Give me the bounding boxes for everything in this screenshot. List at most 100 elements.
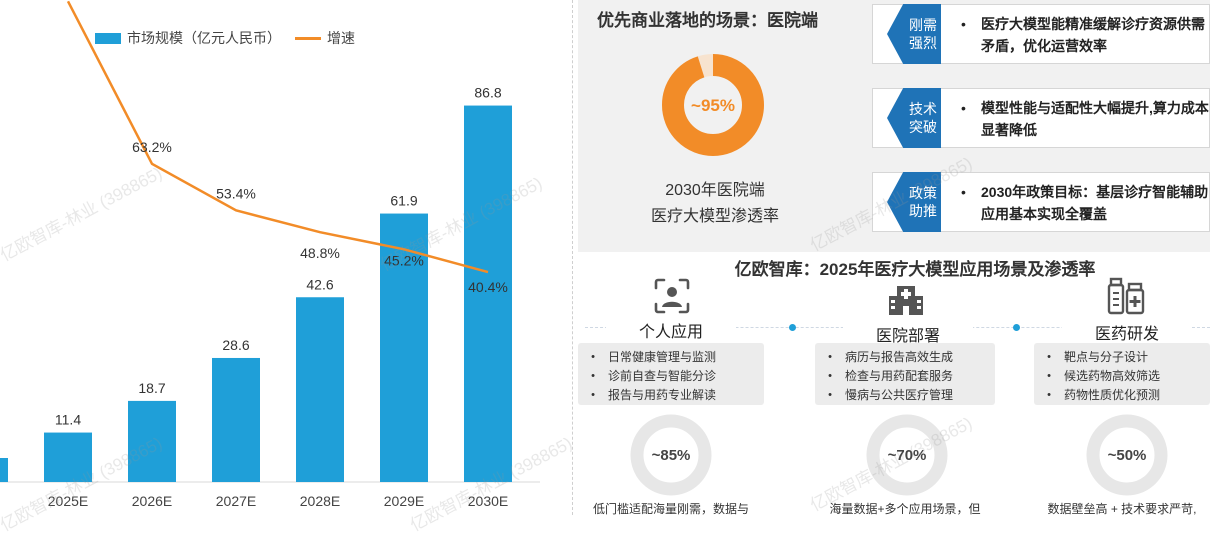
- main-penetration-donut: ~95%: [662, 54, 764, 156]
- category-label: 医院部署: [843, 322, 973, 346]
- bar-value-label: 42.6: [306, 276, 333, 292]
- legend-item-line: 增速: [295, 28, 355, 48]
- growth-value-label: 48.8%: [300, 245, 340, 261]
- category-caption: 海量数据+多个应用场景，但: [829, 502, 981, 516]
- bullet-icon: •: [828, 370, 832, 382]
- legend-label-bar: 市场规模（亿元人民币）: [127, 30, 281, 46]
- donut-label: ~50%: [1108, 447, 1147, 464]
- category-label: 医药研发: [1062, 320, 1192, 344]
- bullet-icon: •: [828, 351, 832, 363]
- donut-track: [866, 414, 948, 496]
- market-size-chart: 11.4 2025E 18.7 2026E 28.6 2027E 42.6 2028E 61.9…: [0, 0, 540, 515]
- panel-title: 优先商业落地的场景：医院端: [597, 11, 818, 30]
- x-tick-label: 2027E: [216, 493, 256, 509]
- driver-card-policy: 政策 助推 • 2030年政策目标：基层诊疗智能辅助应用基本实现全覆盖: [872, 172, 1210, 232]
- legend-swatch-line: [295, 36, 321, 40]
- donut-label: ~70%: [888, 447, 927, 464]
- bullet-icon: •: [591, 389, 595, 401]
- list-item: • 诊前自查与智能分诊: [578, 367, 764, 386]
- x-tick-label: 2030E: [468, 493, 508, 509]
- hospital-penetration-donut: ~70%: [866, 414, 948, 496]
- list-item-text: 病历与报告高效生成: [845, 350, 954, 364]
- bar: [44, 432, 92, 482]
- list-item-text: 药物性质优化预测: [1064, 388, 1161, 402]
- x-tick-label: 2028E: [300, 493, 340, 509]
- hospital-icon: [889, 286, 923, 315]
- donut-arc: [662, 54, 764, 156]
- list-item-text: 候选药物高效筛选: [1064, 369, 1161, 383]
- chart-legend: 市场规模（亿元人民币） 增速: [95, 28, 355, 48]
- list-item-text: 日常健康管理与监测: [608, 350, 717, 364]
- bullet-icon: •: [828, 389, 832, 401]
- list-item: • 慢病与公共医疗管理: [815, 386, 995, 405]
- bar: [380, 213, 428, 482]
- x-tick-label: 2025E: [48, 493, 88, 509]
- bullet-icon: •: [591, 370, 595, 382]
- list-item: • 检查与用药配套服务: [815, 367, 995, 386]
- main-pct-label: ~95%: [691, 96, 735, 115]
- driver-label-line-2: 突破: [909, 119, 937, 135]
- driver-label-line-1: 政策: [909, 185, 937, 201]
- growth-value-label: 45.2%: [384, 252, 424, 268]
- driver-card-tech: 技术 突破 • 模型性能与适配性大幅提升,算力成本显著降低: [872, 88, 1210, 148]
- main-caption: 2030年医院端 医疗大模型渗透率: [620, 178, 810, 230]
- driver-label-line-2: 助推: [909, 203, 937, 219]
- list-item: • 药物性质优化预测: [1034, 386, 1210, 405]
- category-caption: 低门槛适配海量刚需，数据与: [592, 502, 749, 516]
- legend-label-line: 增速: [327, 30, 355, 46]
- list-item: • 靶点与分子设计: [1034, 348, 1210, 367]
- driver-label-line-1: 刚需: [909, 17, 937, 33]
- growth-line: [66, 0, 489, 274]
- bar: [0, 458, 8, 482]
- timeline-dot: [1013, 324, 1020, 331]
- bar-value-label: 61.9: [390, 193, 417, 209]
- bar-value-label: 28.6: [222, 337, 249, 353]
- panel-divider: [572, 0, 573, 515]
- bar-value-label: 11.4: [55, 412, 81, 428]
- legend-item-bar: 市场规模（亿元人民币）: [95, 28, 281, 48]
- category-card: • 病历与报告高效生成 • 检查与用药配套服务 • 慢病与公共医疗管理: [815, 343, 995, 405]
- category-card: • 靶点与分子设计 • 候选药物高效筛选 • 药物性质优化预测: [1034, 343, 1210, 405]
- scenario-section-title: 亿欧智库：2025年医疗大模型应用场景及渗透率: [734, 260, 1096, 279]
- driver-label: 政策 助推: [903, 173, 943, 231]
- list-item: • 病历与报告高效生成: [815, 348, 995, 367]
- category-caption: 数据壁垒高 + 技术要求严苛,: [1047, 502, 1197, 516]
- driver-label: 技术 突破: [903, 89, 943, 147]
- category-label: 个人应用: [606, 318, 736, 342]
- bar-value-label: 18.7: [138, 380, 165, 396]
- driver-label-line-2: 强烈: [909, 35, 937, 51]
- list-item-text: 报告与用药专业解读: [608, 388, 717, 402]
- list-item-text: 检查与用药配套服务: [845, 369, 954, 383]
- growth-value-label: 40.4%: [468, 279, 508, 295]
- main-caption-line-1: 2030年医院端: [665, 182, 765, 199]
- x-tick-label: 2029E: [384, 493, 424, 509]
- list-item-text: 慢病与公共医疗管理: [845, 388, 954, 402]
- driver-text: 模型性能与适配性大幅提升,算力成本显著降低: [981, 100, 1209, 138]
- driver-label: 刚需 强烈: [903, 5, 943, 63]
- list-item: • 日常健康管理与监测: [578, 348, 764, 367]
- driver-text: 医疗大模型能精准缓解诊疗资源供需矛盾，优化运营效率: [981, 16, 1205, 54]
- list-item-text: 靶点与分子设计: [1064, 350, 1149, 364]
- donut-label: ~85%: [652, 447, 691, 464]
- personal-penetration-donut: ~85%: [630, 414, 712, 496]
- bullet-icon: •: [1047, 351, 1051, 363]
- legend-swatch-bar: [95, 32, 121, 44]
- list-item: • 候选药物高效筛选: [1034, 367, 1210, 386]
- list-item: • 报告与用药专业解读: [578, 386, 764, 405]
- bullet-icon: •: [1047, 389, 1051, 401]
- bar: [296, 297, 344, 482]
- driver-card-demand: 刚需强烈 • 医疗大模型能精准缓解诊疗资源供需矛盾，优化运营效率: [872, 4, 1210, 64]
- growth-value-label: 63.2%: [132, 139, 172, 155]
- pharma-penetration-donut: ~50%: [1086, 414, 1168, 496]
- x-tick-label: 2026E: [132, 493, 172, 509]
- driver-label-line-1: 技术: [909, 101, 937, 117]
- timeline-dot: [789, 324, 796, 331]
- medicine-icon: [1107, 277, 1145, 315]
- category-card: • 日常健康管理与监测 • 诊前自查与智能分诊 • 报告与用药专业解读: [578, 343, 764, 405]
- list-item-text: 诊前自查与智能分诊: [608, 369, 717, 383]
- bullet-icon: •: [961, 16, 966, 32]
- person-scan-icon: [654, 278, 690, 314]
- chart-canvas: 11.4 2025E 18.7 2026E 28.6 2027E 42.6 2028E 61.9…: [0, 0, 540, 509]
- growth-value-label: 53.4%: [216, 185, 256, 201]
- main-caption-line-2: 医疗大模型渗透率: [650, 208, 779, 225]
